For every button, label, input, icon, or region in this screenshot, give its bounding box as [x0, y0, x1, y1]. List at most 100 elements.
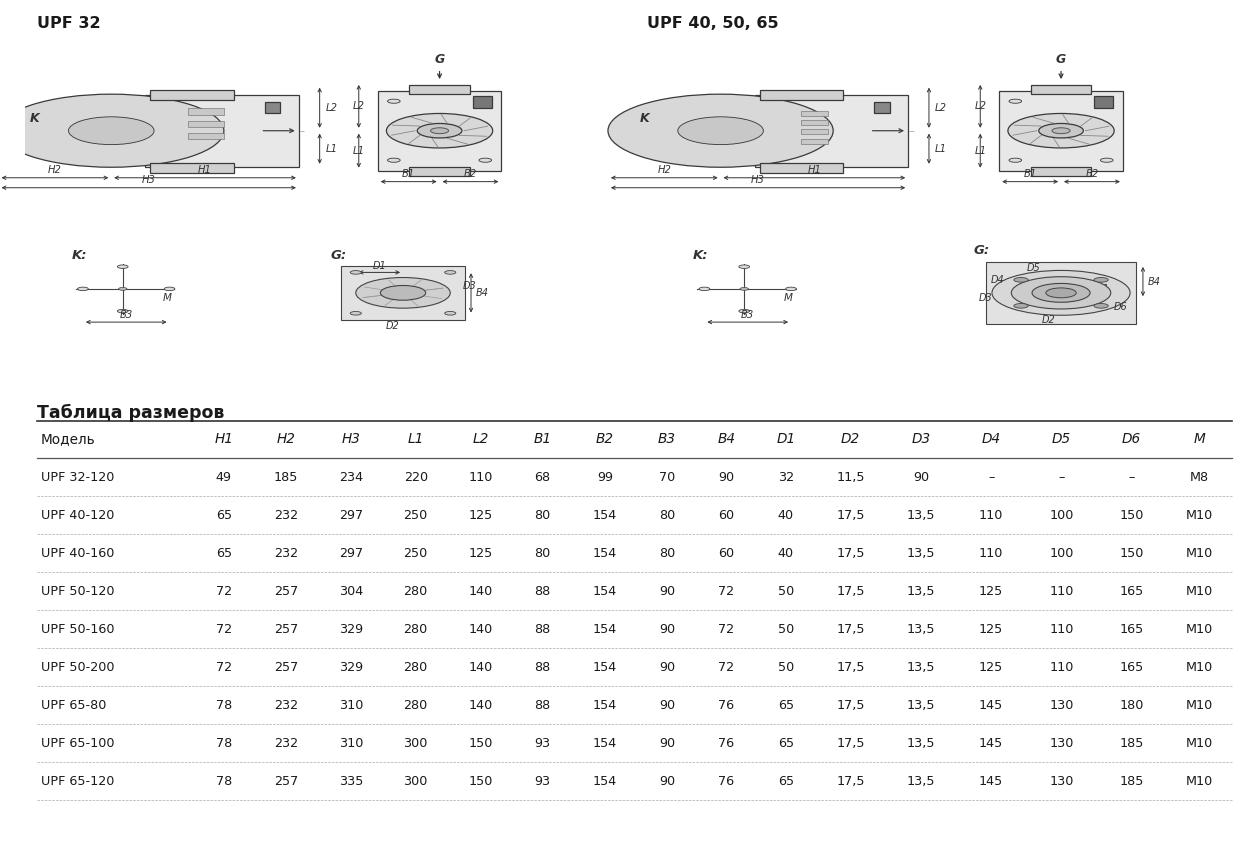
Text: 125: 125	[980, 661, 1003, 674]
Circle shape	[1008, 158, 1022, 162]
Circle shape	[388, 99, 401, 103]
Text: B2: B2	[464, 169, 477, 180]
Text: 72: 72	[216, 623, 232, 636]
Text: UPF 50-200: UPF 50-200	[41, 661, 115, 674]
Text: G:: G:	[973, 244, 990, 257]
Text: 297: 297	[338, 509, 363, 522]
Text: 154: 154	[593, 623, 617, 636]
Text: 140: 140	[468, 585, 493, 598]
Text: 11,5: 11,5	[836, 471, 865, 484]
Text: 100: 100	[1050, 509, 1073, 522]
Text: UPF 50-160: UPF 50-160	[41, 623, 115, 636]
Text: 304: 304	[338, 585, 363, 598]
Text: 154: 154	[593, 738, 617, 751]
Circle shape	[77, 287, 89, 291]
Text: 234: 234	[338, 471, 363, 484]
Text: 280: 280	[403, 661, 428, 674]
Text: 90: 90	[659, 661, 675, 674]
Text: 297: 297	[338, 547, 363, 560]
Text: 50: 50	[778, 661, 794, 674]
Text: 78: 78	[216, 700, 232, 713]
Text: Таблица размеров: Таблица размеров	[37, 404, 225, 423]
Bar	[473, 96, 492, 108]
Text: 72: 72	[216, 661, 232, 674]
Text: M10: M10	[1186, 775, 1213, 788]
Text: UPF 65-100: UPF 65-100	[41, 738, 115, 751]
Text: 257: 257	[273, 623, 298, 636]
Text: M10: M10	[1186, 547, 1213, 560]
Circle shape	[992, 271, 1131, 315]
Text: H1: H1	[807, 166, 821, 175]
Circle shape	[381, 286, 426, 300]
Text: 72: 72	[719, 623, 735, 636]
Text: 310: 310	[338, 700, 363, 713]
Text: 80: 80	[534, 547, 550, 560]
Text: 90: 90	[659, 700, 675, 713]
Bar	[150, 163, 233, 173]
Text: 329: 329	[338, 623, 363, 636]
Text: 76: 76	[719, 700, 735, 713]
Text: UPF 65-120: UPF 65-120	[41, 775, 115, 788]
Text: K:: K:	[693, 249, 709, 262]
Text: 13,5: 13,5	[907, 509, 935, 522]
Circle shape	[699, 287, 710, 291]
Text: L1: L1	[975, 146, 986, 155]
Text: Модель: Модель	[41, 431, 96, 445]
Text: UPF 65-80: UPF 65-80	[41, 700, 106, 713]
Text: D5: D5	[1052, 431, 1071, 445]
Text: 110: 110	[1050, 661, 1073, 674]
Text: B3: B3	[120, 310, 132, 320]
Bar	[760, 163, 842, 173]
Text: L1: L1	[353, 146, 364, 155]
Text: 60: 60	[719, 547, 735, 560]
Text: 130: 130	[1050, 700, 1073, 713]
Text: 220: 220	[403, 471, 428, 484]
Text: D5: D5	[1027, 263, 1041, 273]
Circle shape	[786, 287, 796, 291]
Text: 329: 329	[338, 661, 363, 674]
Circle shape	[0, 94, 223, 168]
Text: 154: 154	[593, 700, 617, 713]
Bar	[760, 89, 842, 100]
Text: 90: 90	[659, 585, 675, 598]
Circle shape	[356, 278, 451, 308]
Text: 40: 40	[778, 547, 794, 560]
Circle shape	[1008, 99, 1022, 103]
Text: UPF 50-120: UPF 50-120	[41, 585, 115, 598]
Circle shape	[1013, 278, 1028, 282]
Bar	[145, 95, 298, 167]
Text: 250: 250	[403, 547, 428, 560]
Text: 165: 165	[1119, 661, 1144, 674]
Text: 125: 125	[468, 509, 493, 522]
Text: L2: L2	[326, 102, 338, 113]
Bar	[801, 139, 829, 144]
Text: B1: B1	[1023, 169, 1037, 180]
Text: B2: B2	[1086, 169, 1098, 180]
Text: 88: 88	[534, 661, 550, 674]
Text: D3: D3	[911, 431, 931, 445]
Circle shape	[444, 312, 456, 315]
Text: 140: 140	[468, 700, 493, 713]
Circle shape	[739, 265, 750, 268]
Text: 154: 154	[593, 661, 617, 674]
Text: 13,5: 13,5	[907, 738, 935, 751]
Text: 17,5: 17,5	[836, 700, 865, 713]
Circle shape	[1008, 114, 1114, 148]
Text: H2: H2	[47, 166, 62, 175]
Text: 68: 68	[534, 471, 550, 484]
Circle shape	[165, 287, 175, 291]
Text: 154: 154	[593, 509, 617, 522]
Circle shape	[388, 158, 401, 162]
Text: D1: D1	[1096, 284, 1109, 294]
Circle shape	[117, 309, 129, 312]
Text: 110: 110	[468, 471, 493, 484]
Text: 50: 50	[778, 623, 794, 636]
Circle shape	[608, 94, 834, 168]
Bar	[801, 110, 829, 115]
Text: 17,5: 17,5	[836, 509, 865, 522]
Text: M10: M10	[1186, 738, 1213, 751]
Circle shape	[740, 287, 749, 290]
Text: 76: 76	[719, 775, 735, 788]
Text: 232: 232	[275, 509, 298, 522]
Text: 65: 65	[778, 700, 794, 713]
